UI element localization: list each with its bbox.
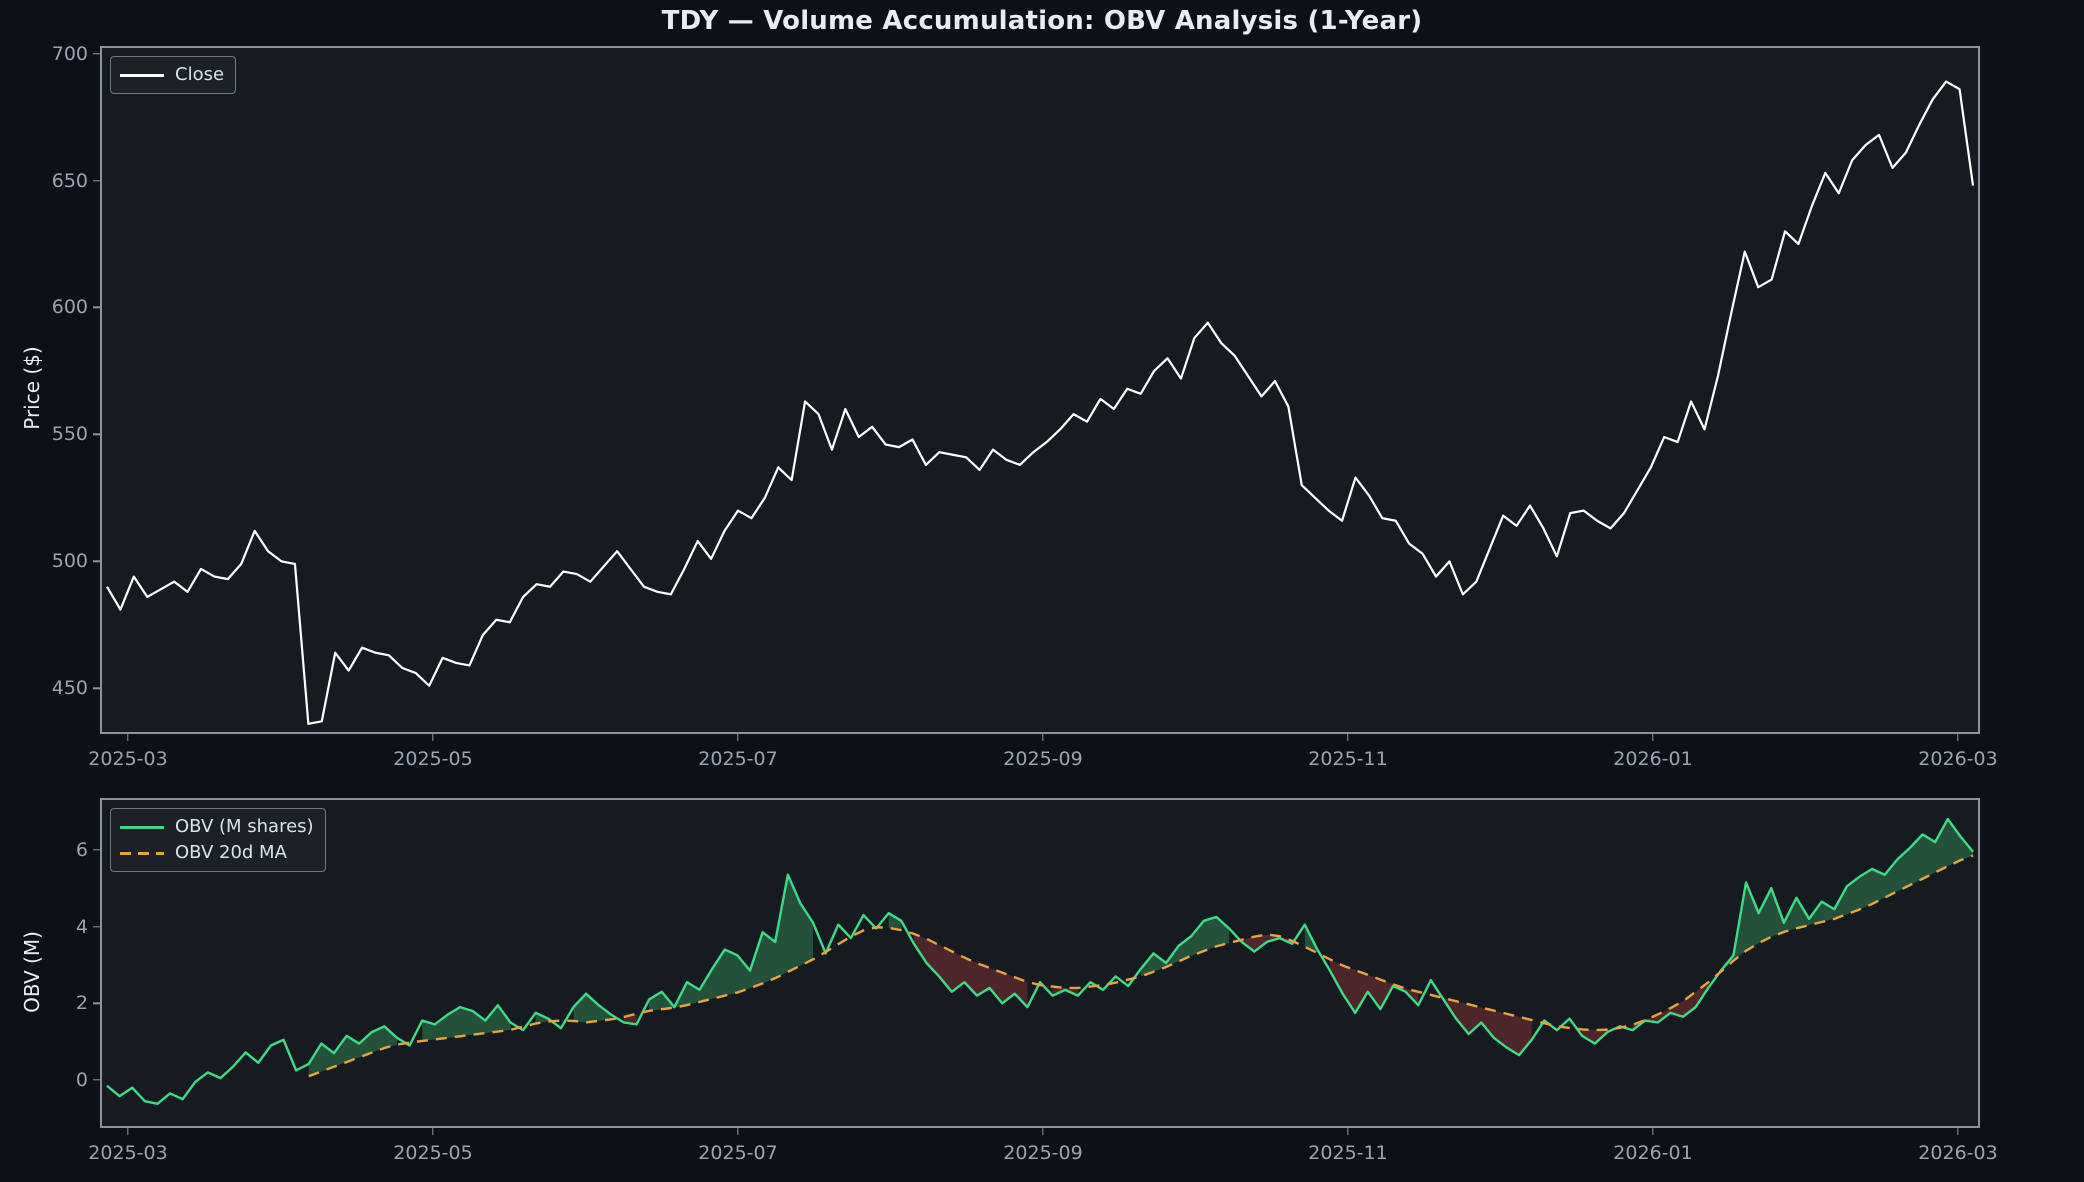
close-price-line xyxy=(106,80,1975,725)
obv-y-tick-mark xyxy=(93,849,100,851)
x-tick-label: 2026-01 xyxy=(1613,1142,1693,1164)
price-y-tick-label: 550 xyxy=(51,423,88,446)
obv-below-ma-fill xyxy=(1329,959,1419,1013)
x-tick-mark xyxy=(1957,734,1959,741)
x-tick-label: 2026-03 xyxy=(1918,1142,1998,1164)
x-tick-label: 2025-11 xyxy=(1308,1142,1388,1164)
obv-y-tick-label: 6 xyxy=(75,838,88,861)
x-tick-mark xyxy=(432,1128,434,1135)
price-axis-left-spine xyxy=(100,46,102,734)
x-tick-mark xyxy=(432,734,434,741)
obv-y-tick-label: 0 xyxy=(75,1069,88,1092)
legend-label: OBV (M shares) xyxy=(175,816,314,837)
obv-y-tick-mark xyxy=(93,1002,100,1004)
x-tick-mark xyxy=(127,1128,129,1135)
x-tick-label: 2025-07 xyxy=(698,748,778,770)
x-tick-mark xyxy=(1652,1128,1654,1135)
x-tick-mark xyxy=(1042,734,1044,741)
price-legend: Close xyxy=(110,56,237,94)
obv-axis-right-spine xyxy=(1978,798,1980,1128)
price-y-tick-label: 600 xyxy=(51,296,88,319)
obv-y-tick-label: 2 xyxy=(75,992,88,1015)
x-tick-label: 2025-03 xyxy=(88,748,168,770)
obv-line-plot xyxy=(106,817,1974,1106)
x-tick-mark xyxy=(1347,734,1349,741)
legend-label: Close xyxy=(175,64,225,85)
obv-above-ma-fill xyxy=(422,1005,511,1041)
obv-above-ma-fill xyxy=(573,993,612,1023)
price-axis-top-spine xyxy=(100,46,1980,48)
price-y-tick-mark xyxy=(93,179,100,182)
obv-line xyxy=(106,817,1974,1106)
x-tick-label: 2026-01 xyxy=(1613,748,1693,770)
x-tick-mark xyxy=(737,734,739,741)
x-tick-mark xyxy=(1347,1128,1349,1135)
obv-above-ma-fill xyxy=(308,1026,397,1077)
x-tick-label: 2026-03 xyxy=(1918,748,1998,770)
page-title: TDY — Volume Accumulation: OBV Analysis … xyxy=(661,6,1423,36)
legend-entry: OBV 20d MA xyxy=(120,842,314,864)
obv-y-tick-mark xyxy=(93,925,100,928)
obv-below-ma-fill xyxy=(913,933,1028,1008)
x-tick-label: 2025-11 xyxy=(1308,748,1388,770)
obv-above-ma-fill xyxy=(649,874,814,1011)
obv-y-tick-label: 4 xyxy=(75,915,88,938)
x-tick-label: 2025-07 xyxy=(698,1142,778,1164)
obv-below-ma-fill xyxy=(1582,1029,1608,1044)
price-chart-axes: 700 650 600 550 500 450 2025-03 2025-05 2025-07… xyxy=(52,43,1998,770)
x-tick-mark xyxy=(1042,1128,1044,1135)
obv-below-ma-fill xyxy=(1443,998,1532,1056)
obv-legend: OBV (M shares) OBV 20d MA xyxy=(110,808,326,872)
legend-entry: OBV (M shares) xyxy=(120,816,314,838)
price-y-tick-mark xyxy=(93,52,100,55)
x-tick-label: 2025-05 xyxy=(393,748,473,770)
obv-axis-top-spine xyxy=(100,798,1980,800)
price-y-tick-mark xyxy=(93,687,100,689)
legend-label: OBV 20d MA xyxy=(175,842,287,863)
obv-axis-left-spine xyxy=(100,798,102,1128)
price-y-axis-label: Price ($) xyxy=(20,346,44,430)
obv-y-tick-mark xyxy=(93,1079,100,1081)
obv-above-ma-fill xyxy=(888,913,902,931)
price-y-tick-label: 500 xyxy=(51,550,88,573)
obv-above-ma-fill xyxy=(1720,819,1973,972)
x-tick-mark xyxy=(1652,734,1654,741)
price-line-plot xyxy=(106,80,1975,725)
price-y-tick-mark xyxy=(93,560,100,563)
x-tick-label: 2025-09 xyxy=(1003,1142,1083,1164)
x-tick-mark xyxy=(127,734,129,741)
price-y-tick-mark xyxy=(93,433,100,436)
obv-axis-bottom-spine xyxy=(100,1126,1980,1128)
x-tick-label: 2025-05 xyxy=(393,1142,473,1164)
price-axis-bottom-spine xyxy=(100,732,1980,734)
obv-chart-axes: 6 4 2 0 2025-03 2025-05 2025-07 2025-09 2025-11… xyxy=(76,798,1998,1164)
x-tick-mark xyxy=(1957,1128,1959,1135)
price-y-tick-mark xyxy=(93,306,100,309)
price-y-tick-label: 700 xyxy=(51,42,88,65)
x-tick-label: 2025-09 xyxy=(1003,748,1083,770)
legend-entry: Close xyxy=(120,64,224,86)
x-tick-label: 2025-03 xyxy=(88,1142,168,1164)
obv-y-axis-label: OBV (M) xyxy=(20,931,44,1013)
price-y-tick-label: 650 xyxy=(51,169,88,192)
obv-below-ma-fill xyxy=(1632,982,1709,1031)
obv-below-ma-fill xyxy=(1241,934,1293,952)
x-tick-mark xyxy=(737,1128,739,1135)
price-axis-right-spine xyxy=(1978,46,1980,734)
price-y-tick-label: 450 xyxy=(51,677,88,700)
